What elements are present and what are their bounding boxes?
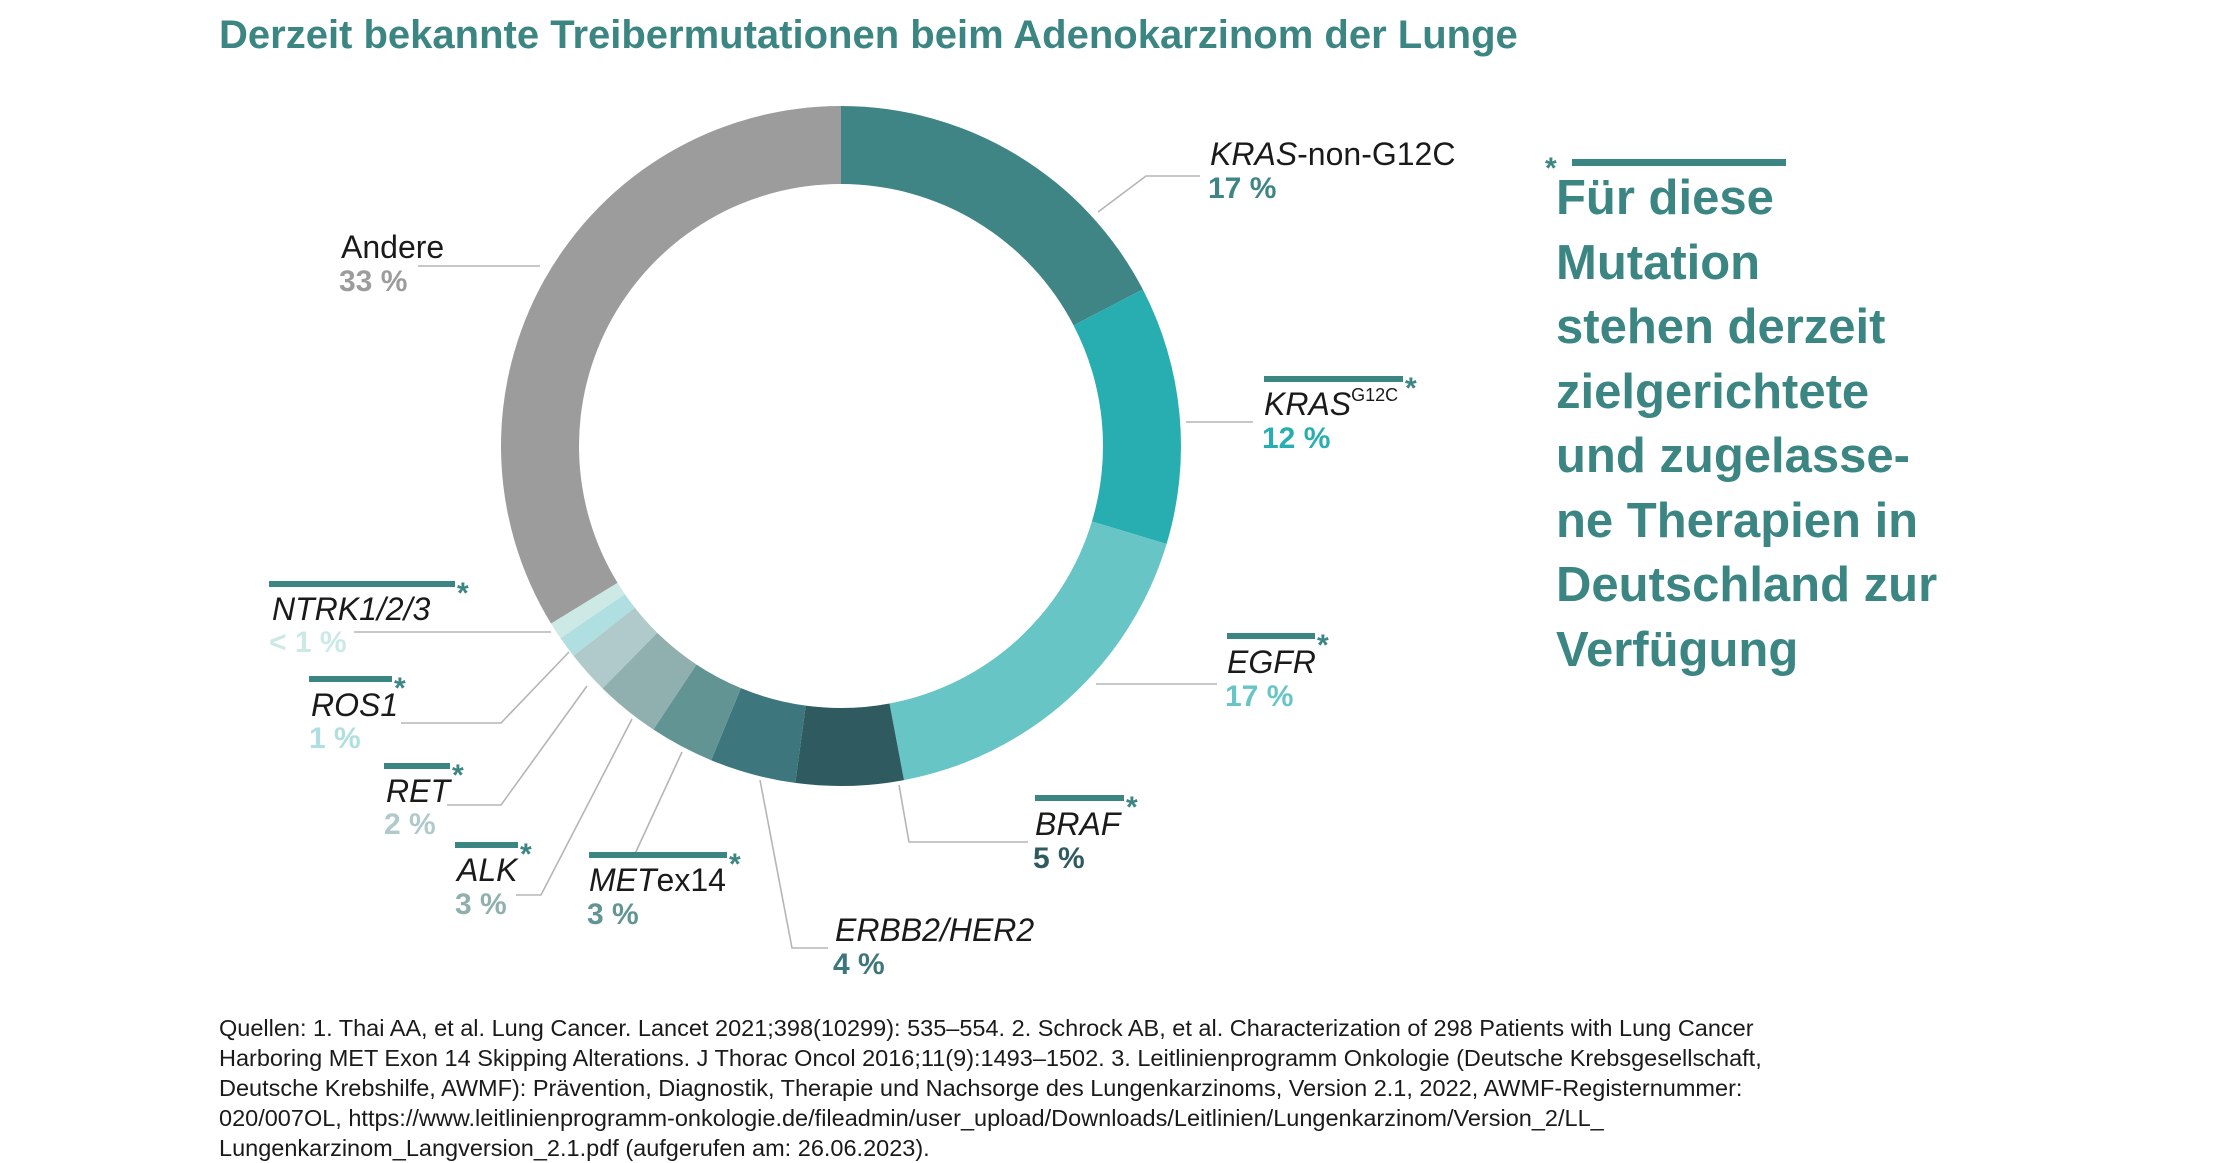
targeted-star-icon: *	[452, 759, 464, 792]
targeted-bar	[455, 842, 518, 848]
note-line: Deutschland zur	[1556, 558, 1937, 612]
label-value: 17 %	[1208, 172, 1276, 205]
targeted-bar	[1227, 633, 1315, 639]
label-name: KRASG12C	[1264, 385, 1398, 422]
label-andere: Andere 33 %	[339, 229, 444, 298]
label-alk: * ALK 3 %	[455, 838, 532, 921]
label-value: 3 %	[455, 888, 507, 921]
sources-footnote: Quellen: 1. Thai AA, et al. Lung Cancer.…	[219, 1013, 1762, 1163]
label-erbb2-her2: ERBB2/HER2 4 %	[833, 912, 1034, 981]
donut-slice-egfr	[889, 521, 1167, 781]
label-braf: * BRAF 5 %	[1033, 791, 1138, 875]
label-ros1: * ROS1 1 %	[309, 672, 406, 755]
label-value: 4 %	[833, 948, 885, 981]
label-value: 12 %	[1262, 422, 1330, 455]
label-name: ALK	[455, 852, 519, 888]
targeted-bar	[589, 852, 727, 858]
donut-slice-kras-g12c	[1073, 289, 1181, 544]
note-line: stehen derzeit	[1556, 300, 1885, 354]
leader-alk	[516, 718, 633, 896]
label-name: ERBB2/HER2	[835, 912, 1034, 948]
donut-slice-kras-non-g12c	[841, 106, 1143, 326]
leader-kras-non-g12c	[1097, 175, 1200, 213]
targeted-star-icon: *	[1126, 791, 1138, 824]
donut-slice-braf	[795, 703, 904, 786]
footnote-line: Quellen: 1. Thai AA, et al. Lung Cancer.…	[219, 1015, 1754, 1041]
footnote-line: Lungenkarzinom_Langversion_2.1.pdf (aufg…	[219, 1135, 930, 1161]
donut-slice-andere	[501, 106, 841, 624]
label-egfr: * EGFR 17 %	[1225, 629, 1329, 713]
leader-braf	[898, 784, 1028, 843]
label-name: Andere	[341, 229, 444, 265]
note-line: und zugelasse-	[1556, 429, 1910, 483]
chart-title: Derzeit bekannte Treibermutationen beim …	[219, 13, 1518, 57]
note-line: Für diese	[1556, 171, 1774, 225]
targeted-star-icon: *	[1405, 372, 1417, 405]
donut-chart	[501, 106, 1181, 786]
note-bar	[1572, 159, 1786, 166]
label-value: < 1 %	[269, 626, 347, 659]
leader-ret	[447, 685, 588, 806]
targeted-star-icon: *	[1317, 629, 1329, 662]
donut-slice-alk	[602, 632, 697, 730]
targeted-star-icon: *	[394, 672, 406, 705]
label-value: 1 %	[309, 722, 361, 755]
leader-erbb2	[759, 779, 828, 949]
donut-slice-erbb2-her2	[711, 688, 806, 783]
targeted-star-icon: *	[457, 577, 469, 610]
footnote-line: Deutsche Krebshilfe, AWMF): Prävention, …	[219, 1075, 1743, 1101]
label-value: 3 %	[587, 898, 639, 931]
label-value: 33 %	[339, 265, 407, 298]
label-name: BRAF	[1035, 806, 1123, 842]
donut-slice-ros1	[560, 594, 635, 656]
footnote-line: Harboring MET Exon 14 Skipping Alteratio…	[219, 1045, 1762, 1071]
label-value: 2 %	[384, 808, 436, 841]
label-name: KRAS-non-G12C	[1210, 136, 1455, 172]
targeted-bar	[384, 763, 450, 769]
label-name: METex14	[589, 862, 726, 898]
leader-ros1	[401, 651, 570, 724]
note-line: zielgerichtete	[1556, 365, 1869, 419]
targeted-star-icon: *	[520, 838, 532, 871]
label-ret: * RET 2 %	[384, 759, 464, 841]
note-line: Verfügung	[1556, 623, 1798, 677]
label-metex14: * METex14 3 %	[587, 848, 741, 931]
donut-slice-ntrk1-2-3	[551, 582, 625, 639]
donut-slice-ret	[573, 607, 658, 689]
targeted-bar	[1264, 376, 1403, 382]
label-kras-non-g12c: KRAS-non-G12C 17 %	[1208, 136, 1455, 205]
targeted-bar	[309, 676, 392, 682]
donut-slice-metex14	[653, 664, 741, 761]
footnote-line: 020/007OL, https://www.leitlinienprogram…	[219, 1105, 1604, 1131]
leader-metex14	[633, 751, 683, 857]
label-name: NTRK1/2/3	[272, 591, 430, 627]
targeted-bar	[1035, 795, 1124, 801]
label-value: 5 %	[1033, 842, 1085, 875]
note-star-icon: *	[1545, 152, 1557, 185]
targeted-therapy-note: * Für diese Mutation stehen derzeit ziel…	[1545, 152, 1937, 677]
label-kras-g12c: * KRASG12C 12 %	[1262, 372, 1417, 455]
note-line: ne Therapien in	[1556, 494, 1918, 548]
note-line: Mutation	[1556, 236, 1760, 290]
targeted-bar	[269, 581, 455, 587]
label-value: 17 %	[1225, 680, 1293, 713]
targeted-star-icon: *	[729, 848, 741, 881]
label-name: RET	[386, 773, 452, 809]
label-ntrk: * NTRK1/2/3 < 1 %	[269, 577, 469, 659]
label-name: EGFR	[1227, 644, 1316, 680]
label-name: ROS1	[311, 687, 398, 723]
leader-lines	[354, 175, 1253, 949]
